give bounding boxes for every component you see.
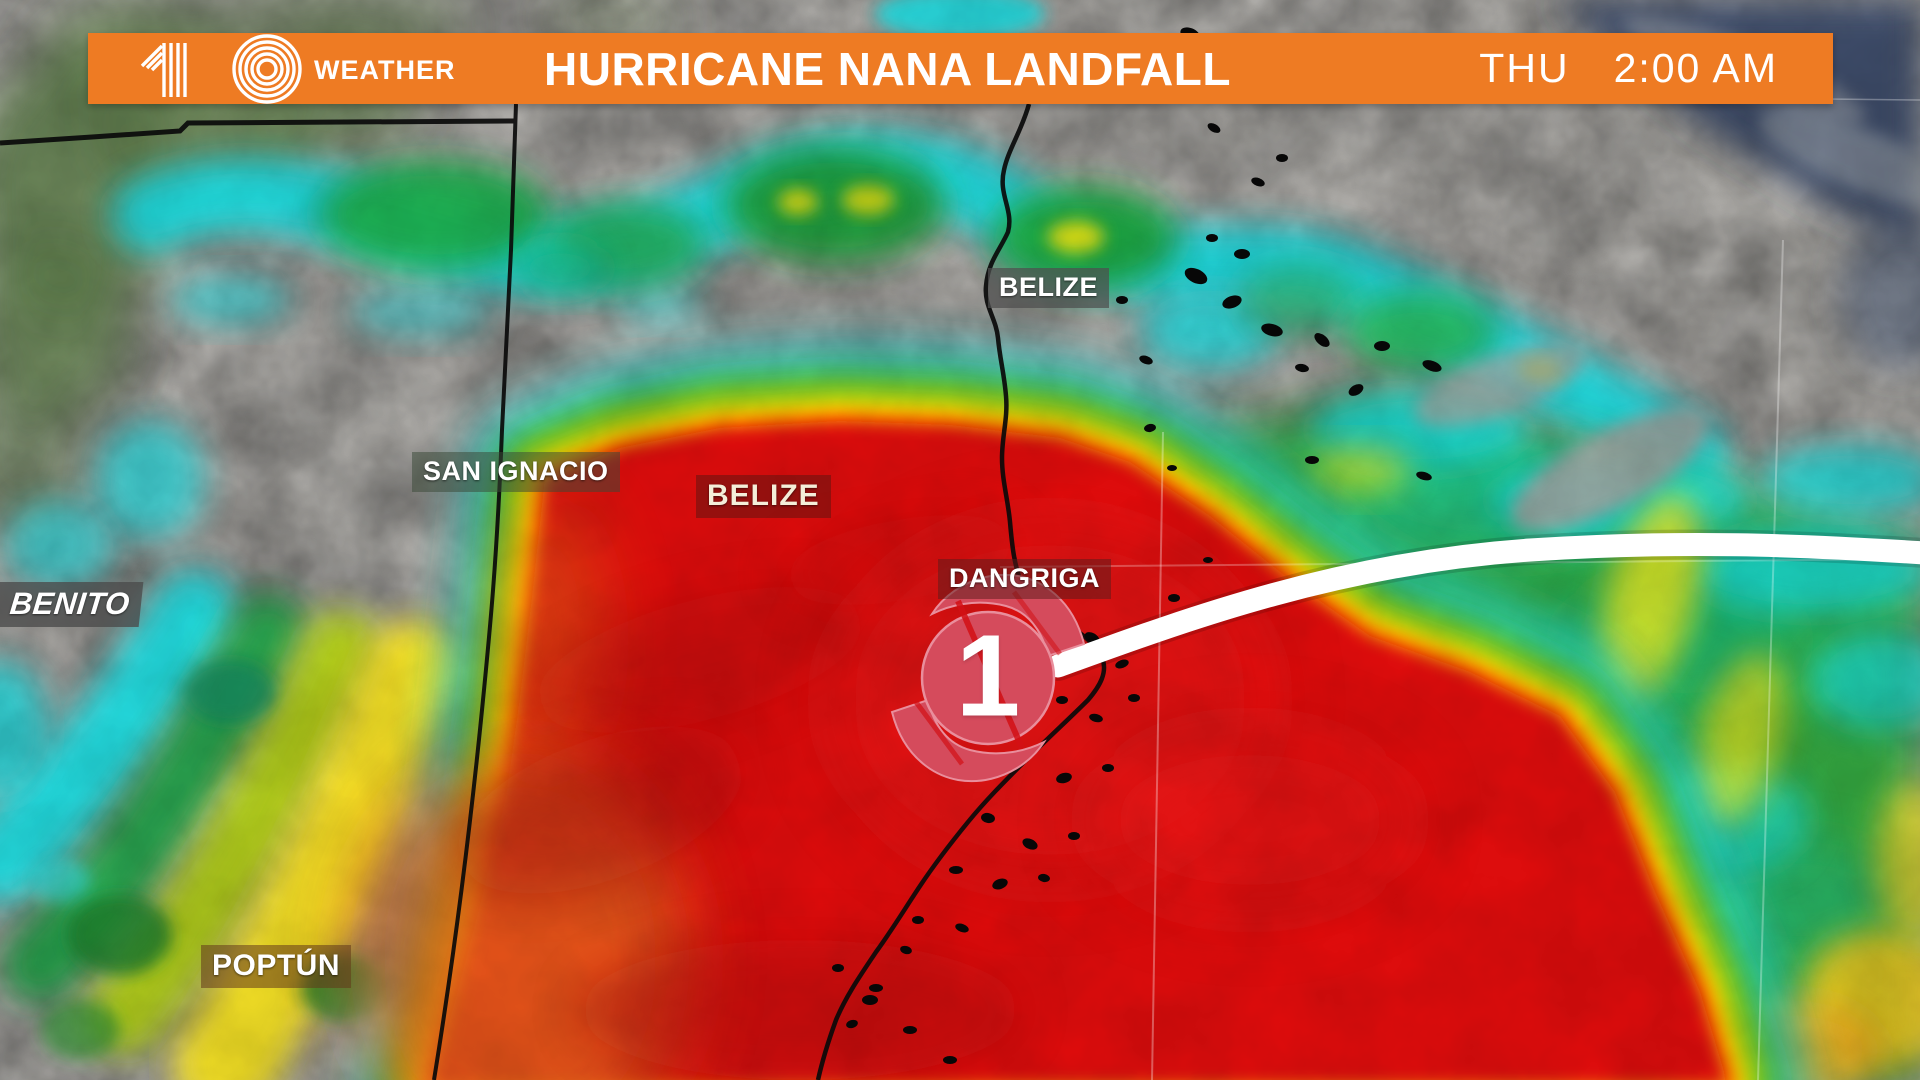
city-label-poptun: POPTÚN [201,945,352,988]
station-logo: WEATHER [140,34,456,104]
city-label-belize: BELIZE [988,268,1110,308]
timestamp: THU 2:00 AM [1479,33,1778,104]
city-label-san-ignacio: SAN IGNACIO [412,452,620,492]
logo-10-mark [140,34,302,104]
headline-banner: WEATHER HURRICANE NANA LANDFALL THU 2:00… [88,33,1833,104]
country-label-belize: BELIZE [696,475,831,518]
headline-title: HURRICANE NANA LANDFALL [544,42,1231,95]
logo-weather-text: WEATHER [314,55,456,85]
timestamp-day: THU [1479,45,1570,91]
city-label-dangriga: DANGRIGA [938,559,1111,599]
timestamp-time: 2:00 AM [1613,45,1778,91]
city-label-benito: BENITO [0,582,143,627]
storm-category-number: 1 [955,610,1021,741]
country-borders [0,103,518,1080]
storm-track [1043,529,1920,681]
